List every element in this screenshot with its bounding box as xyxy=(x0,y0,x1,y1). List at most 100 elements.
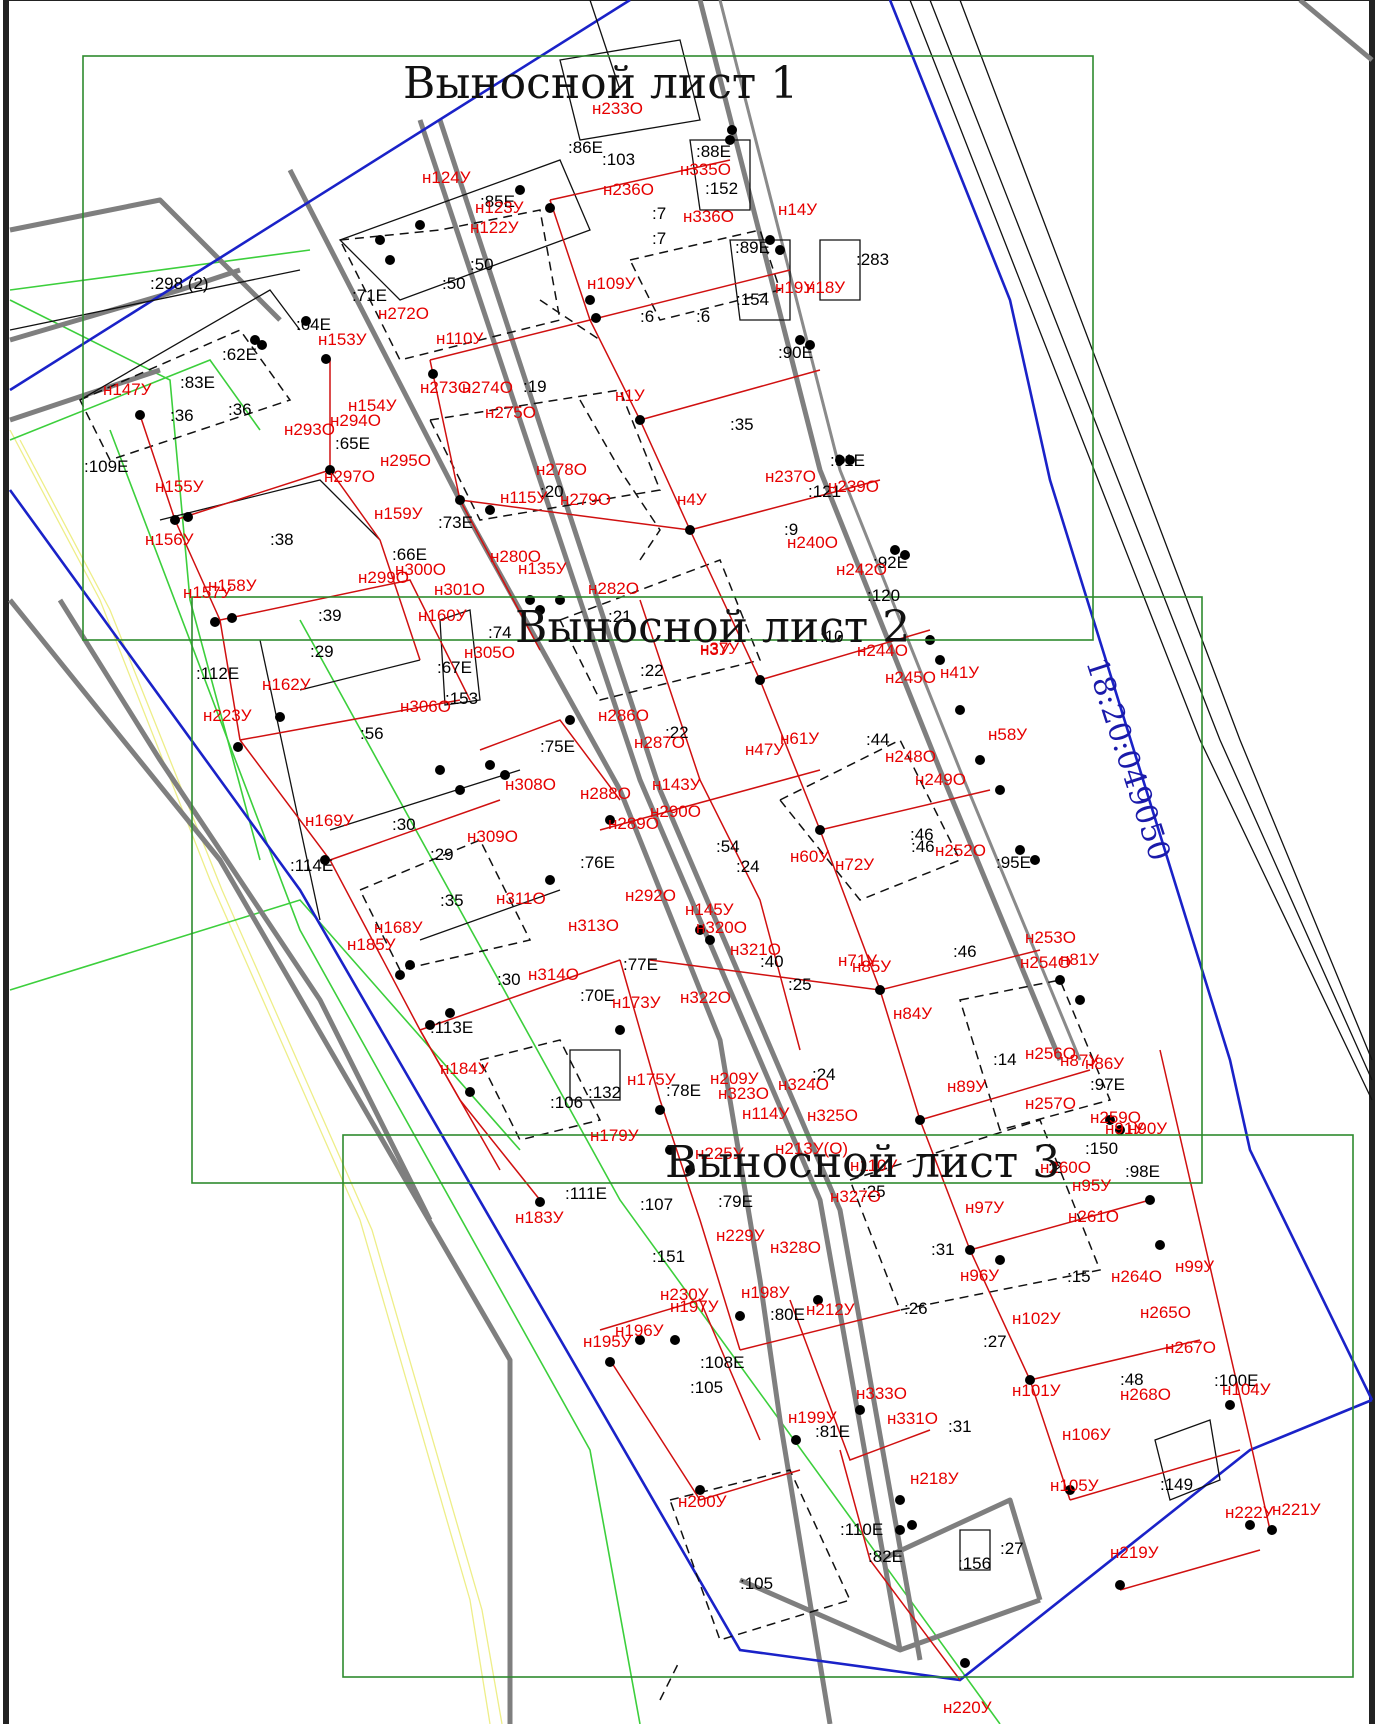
point-label: н225У xyxy=(695,1144,744,1163)
survey-nodes xyxy=(135,125,1277,1668)
block-label: :20 xyxy=(540,482,564,501)
block-label: :114E xyxy=(290,856,333,875)
point-label: н87У xyxy=(1060,1051,1099,1070)
block-label: :36 xyxy=(170,406,194,425)
point-label: н143У xyxy=(652,775,701,794)
sheet-frames xyxy=(82,55,1354,1678)
point-label: н169У xyxy=(305,811,354,830)
point-label: н58У xyxy=(988,725,1027,744)
block-label: :70E xyxy=(580,986,615,1005)
block-label: :103 xyxy=(602,150,635,169)
point-label: н265О xyxy=(1140,1303,1191,1322)
block-label: :10 xyxy=(820,627,844,646)
point-label: н96У xyxy=(960,1266,999,1285)
point-label: н230У xyxy=(660,1285,709,1304)
point-label: н47У xyxy=(745,740,784,759)
point-label: н336О xyxy=(683,207,734,226)
point-label: н248О xyxy=(885,747,936,766)
point-label: н123У xyxy=(475,198,524,217)
point-label: н106У xyxy=(1062,1425,1111,1444)
block-label: :36 xyxy=(228,400,252,419)
block-label: :156 xyxy=(958,1554,991,1573)
point-label: н323О xyxy=(718,1084,769,1103)
point-label: н293О xyxy=(284,420,335,439)
block-label: :112E xyxy=(196,664,239,683)
block-label: :21 xyxy=(608,607,632,626)
block-label: :24 xyxy=(736,857,760,876)
point-label: н268О xyxy=(1120,1385,1171,1404)
block-label: :27 xyxy=(983,1332,1007,1351)
point-label: н196У xyxy=(615,1321,664,1340)
point-label: н253О xyxy=(1025,928,1076,947)
point-label: н328О xyxy=(770,1238,821,1257)
block-label: :67E xyxy=(437,658,472,677)
point-label: н199У xyxy=(788,1408,837,1427)
block-label: :46 xyxy=(911,837,935,856)
block-label: :25 xyxy=(788,975,812,994)
point-label: н267О xyxy=(1165,1338,1216,1357)
block-label: :106 xyxy=(550,1093,583,1112)
block-label: :14 xyxy=(993,1050,1017,1069)
block-label: :71E xyxy=(352,286,387,305)
point-label: н18У xyxy=(806,278,845,297)
block-label: :54 xyxy=(716,837,740,856)
block-label: :50 xyxy=(442,274,466,293)
point-label: н240О xyxy=(787,533,838,552)
point-label: н209У xyxy=(710,1069,759,1088)
point-label: н219У xyxy=(1110,1543,1159,1562)
point-label: н289О xyxy=(608,814,659,833)
block-label: :92E xyxy=(873,553,908,572)
point-label: н237О xyxy=(765,467,816,486)
point-label: н221У xyxy=(1272,1500,1321,1519)
point-label: н60У xyxy=(790,847,829,866)
point-label: н320О xyxy=(696,918,747,937)
block-label: :46 xyxy=(953,942,977,961)
point-label: н311О xyxy=(496,889,546,908)
point-label: н294О xyxy=(330,411,381,430)
point-label: н90У xyxy=(1128,1119,1167,1138)
block-label: :110E xyxy=(840,1520,883,1539)
point-label: н259О xyxy=(1090,1108,1141,1127)
point-label: н257О xyxy=(1025,1094,1076,1113)
point-label: н279О xyxy=(560,490,611,509)
block-label: :113E xyxy=(430,1018,473,1037)
point-label: н37У xyxy=(700,639,739,658)
point-label: н306О xyxy=(400,697,451,716)
block-label: :7 xyxy=(652,204,666,223)
point-label: н264О xyxy=(1111,1267,1162,1286)
point-label: н158У xyxy=(208,576,257,595)
block-label: :65E xyxy=(335,434,370,453)
block-label: :154 xyxy=(736,290,769,309)
point-label: н244О xyxy=(857,641,908,660)
block-label: :121 xyxy=(808,482,841,501)
block-label: :82E xyxy=(868,1547,903,1566)
block-label: :39 xyxy=(318,606,342,625)
block-label: :25 xyxy=(862,1182,886,1201)
block-label: :29 xyxy=(310,642,334,661)
point-label: н212У xyxy=(806,1300,855,1319)
point-label: н220У xyxy=(943,1698,992,1717)
block-label: :105 xyxy=(740,1574,773,1593)
point-label: н95У xyxy=(1072,1176,1111,1195)
block-label: :6 xyxy=(640,307,654,326)
point-label: н222У xyxy=(1225,1503,1274,1522)
block-label: :29 xyxy=(430,845,454,864)
block-label: :88E xyxy=(696,142,731,161)
sheet-title-2: Выносной лист 2 xyxy=(515,602,910,653)
block-label: :62E xyxy=(222,345,257,364)
block-label: :38 xyxy=(270,530,294,549)
point-label: н301О xyxy=(434,580,485,599)
block-label: :151 xyxy=(652,1247,685,1266)
point-label: н321О xyxy=(730,940,781,959)
point-label: н159У xyxy=(374,504,423,523)
point-label: н223У xyxy=(203,706,252,725)
point-label: н85У xyxy=(852,957,891,976)
block-label: :9 xyxy=(784,520,798,539)
block-label: :50 xyxy=(470,255,494,274)
point-label: н292О xyxy=(625,886,676,905)
point-label: н290О xyxy=(650,802,701,821)
block-label: :40 xyxy=(760,952,784,971)
block-label: :97E xyxy=(1090,1075,1125,1094)
point-label: н160У xyxy=(418,606,467,625)
block-label: :22 xyxy=(665,723,689,742)
